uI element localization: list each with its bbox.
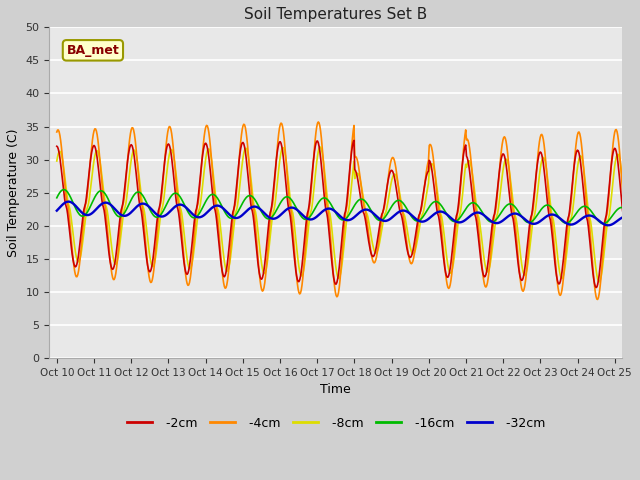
X-axis label: Time: Time xyxy=(321,384,351,396)
Legend:  -2cm,  -4cm,  -8cm,  -16cm,  -32cm: -2cm, -4cm, -8cm, -16cm, -32cm xyxy=(122,411,550,434)
Y-axis label: Soil Temperature (C): Soil Temperature (C) xyxy=(7,129,20,257)
Text: BA_met: BA_met xyxy=(67,44,119,57)
Title: Soil Temperatures Set B: Soil Temperatures Set B xyxy=(244,7,428,22)
